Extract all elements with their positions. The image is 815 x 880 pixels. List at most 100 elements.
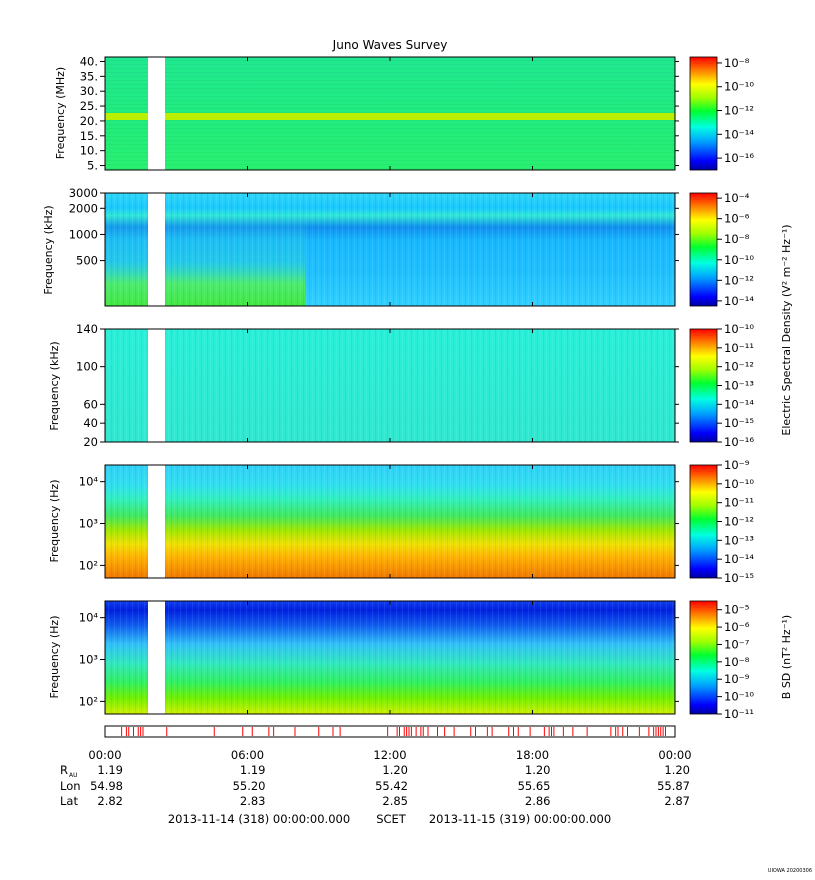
time-span-end: 2013-11-15 (319) 00:00:00.000: [429, 812, 611, 826]
panel-5-colorbar-ticks: 10⁻¹¹ 10⁻¹⁰ 10⁻⁹ 10⁻⁸ 10⁻⁷ 10⁻⁶ 10⁻⁵: [717, 603, 754, 721]
panel-1-ytick-label: 25.: [80, 99, 98, 113]
colorbar-5-tick-label: 10⁻⁵: [724, 603, 750, 617]
colorbar-4-tick-label: 10⁻¹⁰: [724, 477, 754, 491]
shared-colorbar-label: Electric Spectral Density (V² m⁻² Hz⁻¹): [780, 224, 793, 435]
panel-5-colorbar-label: B SD (nT² Hz⁻¹): [780, 615, 793, 699]
mode-bar: [104, 725, 676, 738]
institution-stamp: UIOWA 20200306: [768, 868, 812, 874]
panel-4-ytick-label: 10³: [79, 517, 99, 531]
time-span-label: SCET: [376, 812, 407, 826]
ephemeris-value: 55.87: [657, 779, 690, 793]
ephemeris-label: Lat: [60, 794, 78, 808]
colorbar-3-tick-label: 10⁻¹²: [724, 360, 754, 374]
colorbar-2-tick-label: 10⁻⁶: [724, 212, 750, 226]
ephemeris-label-sub: AU: [69, 772, 78, 779]
colorbar-5-tick-label: 10⁻¹¹: [724, 707, 754, 721]
colorbar-5-tick-label: 10⁻⁸: [724, 655, 750, 669]
panel-2-ytick-label: 500: [76, 254, 98, 268]
colorbar-3-tick-label: 10⁻¹⁰: [724, 322, 754, 336]
ephemeris-value: 1.20: [525, 763, 551, 777]
ephemeris-value: 55.65: [518, 779, 551, 793]
ephemeris-label: Lon: [60, 779, 81, 793]
colorbar-2-tick-label: 10⁻⁸: [724, 232, 750, 246]
panel-4-data-gap: [148, 465, 165, 578]
panel-3-ytick-label: 60: [83, 397, 98, 411]
colorbar-2-tick-label: 10⁻¹⁰: [724, 253, 754, 267]
ephemeris-label: R: [60, 763, 68, 777]
panel-1-band-line: [105, 113, 675, 120]
ephemeris-table: R AU 1.19 1.19 1.20 1.20 1.20 Lon 54.98 55.20 55.4…: [60, 763, 690, 808]
panel-2-ytick-label: 3000: [69, 186, 98, 200]
colorbar-3-tick-label: 10⁻¹⁵: [724, 416, 754, 430]
panel-3-colorbar: [689, 328, 718, 443]
panel-3-data-gap: [148, 329, 165, 442]
colorbar-1-tick-label: 10⁻⁸: [724, 56, 750, 70]
mode-bar-frame: [104, 725, 676, 738]
panel-3-ylabel: Frequency (kHz): [48, 341, 61, 430]
panel-1-ytick-label: 20.: [80, 114, 98, 128]
panel-1-ytick-label: 35.: [80, 69, 98, 83]
panel-1-ytick-label: 15.: [80, 129, 98, 143]
ephemeris-value: 55.42: [375, 779, 408, 793]
colorbar-3-tick-label: 10⁻¹³: [724, 379, 754, 393]
panel-4-y-ticks: 10² 10³ 10⁴: [79, 465, 679, 578]
panel-1-ytick-label: 30.: [80, 84, 98, 98]
figure-title: Juno Waves Survey: [332, 38, 448, 52]
x-tick-label: 12:00: [373, 748, 406, 762]
panel-1-y-ticks: 5.10.15.20.25.30.35.40.: [80, 54, 679, 173]
ephemeris-value: 1.19: [240, 763, 266, 777]
panel-1-colorbar-ticks: 10⁻¹⁶ 10⁻¹⁴ 10⁻¹² 10⁻¹⁰ 10⁻⁸: [717, 56, 754, 165]
ephemeris-value: 2.83: [240, 794, 266, 808]
panel-2-colorbar: [689, 192, 718, 307]
panel-4-ytick-label: 10²: [79, 558, 98, 572]
colorbar-5-tick-label: 10⁻¹⁰: [724, 690, 754, 704]
colorbar-1-tick-label: 10⁻¹⁶: [724, 151, 754, 165]
x-tick-label: 18:00: [516, 748, 549, 762]
time-span-start: 2013-11-14 (318) 00:00:00.000: [168, 812, 350, 826]
panel-4-ylabel: Frequency (Hz): [48, 480, 61, 563]
colorbar-3-tick-label: 10⁻¹⁶: [724, 435, 754, 449]
colorbar-1-tick-label: 10⁻¹²: [724, 104, 754, 118]
panel-2-ytick-label: 1000: [69, 227, 98, 241]
panel-3-ytick-label: 140: [76, 322, 98, 336]
colorbar-4-tick-label: 10⁻¹⁴: [724, 552, 754, 566]
panel-5-ytick-label: 10²: [79, 694, 98, 708]
panel-1-ytick-label: 5.: [87, 159, 98, 173]
colorbar-5-tick-label: 10⁻⁷: [724, 637, 750, 651]
x-tick-label: 00:00: [88, 748, 121, 762]
panel-4-ytick-label: 10⁴: [79, 475, 99, 489]
colorbar-5-tick-label: 10⁻⁹: [724, 672, 750, 686]
panel-2-colorbar-ticks: 10⁻¹⁴ 10⁻¹² 10⁻¹⁰ 10⁻⁸ 10⁻⁶ 10⁻⁴: [717, 191, 754, 308]
panel-2-data-gap: [148, 193, 165, 306]
colorbar-4-tick-label: 10⁻¹³: [724, 533, 754, 547]
ephemeris-value: 54.98: [90, 779, 123, 793]
colorbar-2-tick-label: 10⁻⁴: [724, 191, 750, 205]
x-tick-label: 00:00: [658, 748, 691, 762]
colorbar-1-tick-label: 10⁻¹⁴: [724, 127, 754, 141]
panel-1-ylabel: Frequency (MHz): [54, 67, 67, 159]
panel-1-ytick-label: 10.: [80, 144, 98, 158]
time-span: 2013-11-14 (318) 00:00:00.000 SCET 2013-…: [168, 812, 611, 826]
ephemeris-value: 55.20: [233, 779, 266, 793]
colorbar-2-tick-label: 10⁻¹⁴: [724, 294, 754, 308]
panel-1-ytick-label: 40.: [80, 54, 98, 68]
x-axis: 00:00 06:00 12:00 18:00 00:00: [88, 748, 691, 762]
panel-5-y-ticks: 10² 10³ 10⁴: [79, 601, 679, 714]
panel-3-y-ticks: 20 40 60 100 140: [76, 322, 679, 449]
ephemeris-value: 2.82: [97, 794, 123, 808]
panel-5-colorbar: [689, 600, 718, 715]
colorbar-4-tick-label: 10⁻¹⁵: [724, 571, 754, 585]
panel-5-ytick-label: 10⁴: [79, 611, 99, 625]
panel-5-texture: [105, 601, 675, 714]
colorbar-5-tick-label: 10⁻⁶: [724, 620, 750, 634]
ephemeris-value: 2.86: [525, 794, 551, 808]
panel-3-ytick-label: 20: [83, 435, 98, 449]
panel-5-ylabel: Frequency (Hz): [48, 616, 61, 699]
panel-5-data-gap: [148, 601, 165, 714]
colorbar-2-tick-label: 10⁻¹²: [724, 273, 754, 287]
panel-3-texture: [105, 329, 675, 442]
